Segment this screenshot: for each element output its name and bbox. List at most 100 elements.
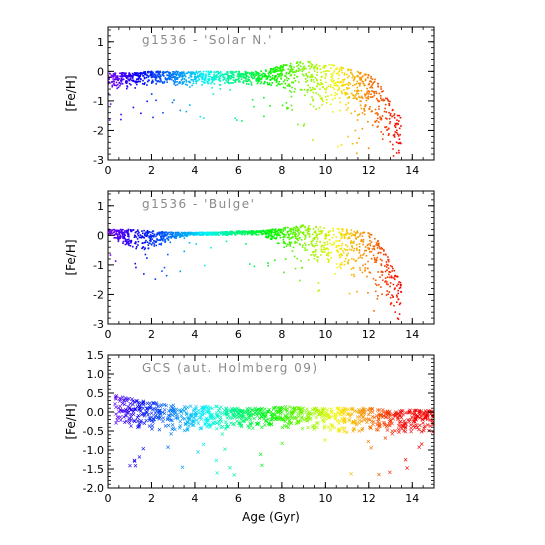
data-point xyxy=(163,81,165,84)
data-point xyxy=(381,90,383,93)
data-point xyxy=(327,248,330,251)
data-point xyxy=(382,90,384,92)
data-point xyxy=(173,73,176,75)
panel-title: GCS (aut. Holmberg 09) xyxy=(142,361,319,375)
data-point xyxy=(370,75,372,78)
data-point xyxy=(341,250,344,252)
data-point xyxy=(224,233,227,235)
data-point xyxy=(296,419,300,424)
data-point xyxy=(374,112,377,115)
data-point xyxy=(338,74,340,76)
data-point xyxy=(369,80,372,82)
data-point xyxy=(166,445,170,450)
data-point xyxy=(143,229,145,232)
data-point xyxy=(212,233,215,236)
data-point xyxy=(141,235,143,237)
data-point xyxy=(323,251,326,253)
data-point xyxy=(358,245,361,248)
data-point xyxy=(370,257,373,260)
data-point xyxy=(185,427,190,431)
data-point xyxy=(368,236,371,239)
data-point xyxy=(162,72,165,75)
data-point xyxy=(180,71,183,74)
data-point xyxy=(337,85,339,88)
data-point xyxy=(271,235,273,237)
data-point xyxy=(233,231,236,234)
data-point xyxy=(387,256,389,258)
data-point xyxy=(366,244,369,247)
data-point xyxy=(146,234,149,237)
data-point xyxy=(115,84,118,87)
data-point xyxy=(267,230,269,233)
data-point xyxy=(335,236,338,238)
data-point xyxy=(284,258,287,260)
data-point xyxy=(359,104,362,107)
data-point xyxy=(316,260,319,263)
data-point xyxy=(264,73,266,75)
data-point xyxy=(195,233,198,236)
data-point xyxy=(254,233,257,235)
data-point xyxy=(166,79,168,81)
data-point xyxy=(360,238,363,241)
data-point xyxy=(376,256,379,259)
data-point xyxy=(345,103,347,106)
data-point xyxy=(168,231,171,234)
data-point xyxy=(339,255,342,258)
data-point xyxy=(294,240,296,243)
data-point xyxy=(377,271,379,273)
data-point xyxy=(215,231,218,234)
data-point xyxy=(388,273,390,276)
data-point xyxy=(125,76,128,79)
data-point xyxy=(244,70,247,73)
data-point xyxy=(320,248,323,251)
x-tick-label: 12 xyxy=(362,492,376,505)
data-point xyxy=(320,83,323,85)
data-point xyxy=(199,74,202,77)
data-point xyxy=(196,233,199,236)
data-point xyxy=(113,237,116,239)
data-point xyxy=(222,231,225,234)
data-point xyxy=(177,231,180,234)
data-point xyxy=(260,77,263,80)
data-point xyxy=(279,69,282,71)
data-point xyxy=(374,237,376,240)
data-point xyxy=(311,243,313,246)
data-point xyxy=(339,263,342,265)
data-point xyxy=(244,230,246,233)
data-point xyxy=(371,248,374,250)
data-point xyxy=(200,413,205,417)
data-point xyxy=(356,92,358,94)
data-point xyxy=(166,74,169,77)
data-point xyxy=(354,235,357,237)
data-point xyxy=(338,70,341,73)
data-point xyxy=(360,96,363,99)
data-point xyxy=(143,77,146,80)
data-point xyxy=(273,70,276,72)
data-point xyxy=(272,405,276,410)
data-point xyxy=(385,126,388,128)
data-point xyxy=(295,233,297,235)
data-point xyxy=(329,422,333,427)
data-point xyxy=(219,72,221,75)
data-point xyxy=(301,225,304,228)
x-tick-label: 2 xyxy=(148,492,155,505)
data-point xyxy=(314,232,317,234)
data-point xyxy=(216,71,218,73)
data-point xyxy=(270,231,272,234)
data-point xyxy=(297,235,299,237)
data-point xyxy=(268,82,271,84)
data-point xyxy=(339,67,341,70)
data-point xyxy=(294,416,299,420)
data-point xyxy=(214,71,216,74)
data-point xyxy=(228,231,231,234)
data-point xyxy=(131,77,134,79)
data-point xyxy=(398,419,403,424)
data-point xyxy=(150,231,152,234)
data-point xyxy=(119,228,122,231)
data-point xyxy=(385,254,387,256)
data-point xyxy=(139,80,141,83)
data-point xyxy=(239,417,243,422)
data-point xyxy=(283,233,286,236)
data-point xyxy=(324,248,327,251)
